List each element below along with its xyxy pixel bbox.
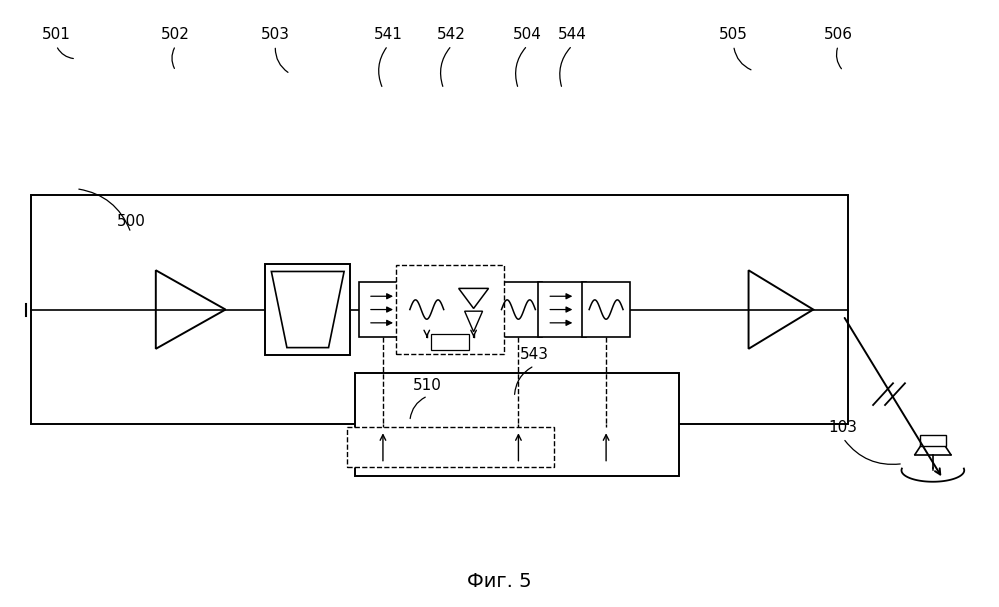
FancyBboxPatch shape <box>495 282 542 337</box>
Text: 506: 506 <box>824 27 853 42</box>
FancyBboxPatch shape <box>432 334 470 350</box>
FancyBboxPatch shape <box>347 427 554 467</box>
FancyBboxPatch shape <box>403 282 451 337</box>
Text: Фиг. 5: Фиг. 5 <box>468 572 531 591</box>
Text: 542: 542 <box>438 27 467 42</box>
FancyBboxPatch shape <box>355 373 678 476</box>
Text: 541: 541 <box>374 27 403 42</box>
Text: 501: 501 <box>42 27 71 42</box>
FancyBboxPatch shape <box>450 282 498 337</box>
Text: 504: 504 <box>512 27 541 42</box>
FancyBboxPatch shape <box>396 265 504 354</box>
FancyBboxPatch shape <box>920 435 946 446</box>
FancyBboxPatch shape <box>538 282 586 337</box>
Text: 510: 510 <box>414 378 443 393</box>
Text: 103: 103 <box>829 420 858 435</box>
Text: 544: 544 <box>557 27 586 42</box>
FancyBboxPatch shape <box>582 282 630 337</box>
Text: 543: 543 <box>519 347 548 362</box>
FancyBboxPatch shape <box>31 195 848 424</box>
Text: 503: 503 <box>261 27 290 42</box>
Text: 505: 505 <box>719 27 748 42</box>
Text: 502: 502 <box>161 27 190 42</box>
FancyBboxPatch shape <box>359 282 407 337</box>
Text: 500: 500 <box>117 214 145 229</box>
FancyBboxPatch shape <box>266 264 350 355</box>
